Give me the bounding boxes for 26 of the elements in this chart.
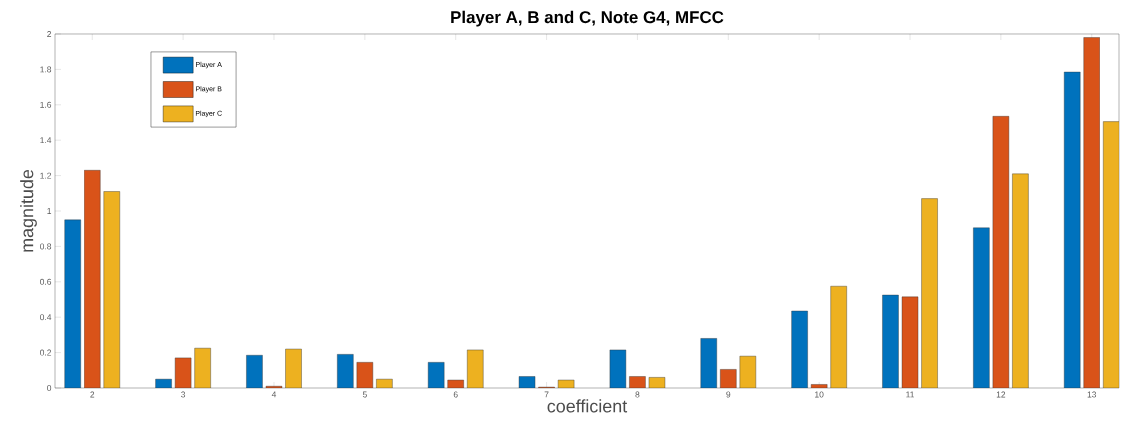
y-tick-label: 2 xyxy=(47,31,52,37)
x-tick-label: 13 xyxy=(1087,391,1097,398)
x-tick-label: 4 xyxy=(271,391,277,398)
x-tick-label: 6 xyxy=(453,391,458,398)
x-tick-label: 3 xyxy=(181,391,186,398)
x-tick-label: 7 xyxy=(544,391,549,398)
y-tick-label: 1.8 xyxy=(40,66,52,73)
y-tick-label: 0.2 xyxy=(40,349,52,356)
x-tick-label: 12 xyxy=(996,391,1006,398)
y-axis-title: magnitude xyxy=(20,169,37,252)
x-tick-label: 10 xyxy=(815,391,824,398)
y-tick-label: 0.6 xyxy=(40,278,52,285)
y-tick-label: 1.2 xyxy=(40,172,52,179)
x-tick-label: 11 xyxy=(906,391,914,398)
y-tick-label: 1 xyxy=(47,208,52,214)
x-tick-label: 9 xyxy=(726,391,731,398)
x-tick-label: 2 xyxy=(90,391,95,398)
y-tick-label: 0.4 xyxy=(40,314,52,321)
x-axis-title: coefficient xyxy=(547,399,628,413)
y-tick-label: 0 xyxy=(47,385,52,391)
chart-title: Player A, B and C, Note G4, MFCC xyxy=(451,10,724,27)
y-tick-label: 1.4 xyxy=(40,137,52,144)
y-tick-label: 1.6 xyxy=(40,101,52,108)
y-tick-label: 0.8 xyxy=(40,243,52,250)
x-tick-label: 5 xyxy=(362,391,367,398)
x-tick-label: 8 xyxy=(635,391,640,398)
